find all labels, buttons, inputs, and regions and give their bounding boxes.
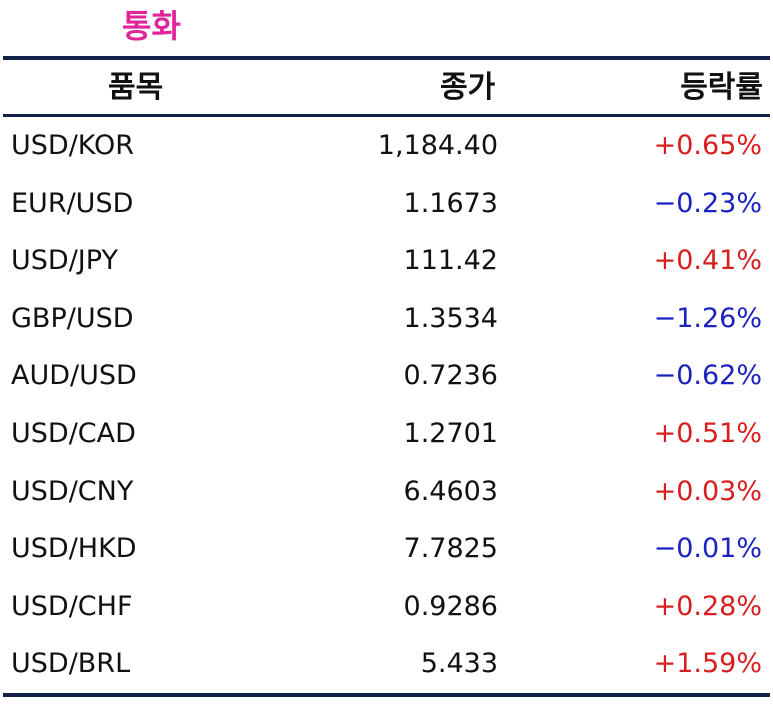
closing-price: 7.7825 bbox=[403, 533, 498, 565]
currency-pair: USD/CHF bbox=[11, 590, 133, 622]
currency-pair: EUR/USD bbox=[11, 187, 134, 219]
table-row: USD/BRL 5.433 +1.59% bbox=[3, 635, 770, 693]
change-rate: +0.65% bbox=[653, 130, 762, 161]
table-row: USD/JPY 111.42 +0.41% bbox=[3, 232, 770, 290]
table-row: USD/CAD 1.2701 +0.51% bbox=[3, 405, 770, 463]
currency-pair: GBP/USD bbox=[11, 302, 134, 334]
closing-price: 6.4603 bbox=[403, 475, 498, 507]
closing-price: 1,184.40 bbox=[377, 130, 498, 161]
table-row: USD/CHF 0.9286 +0.28% bbox=[3, 578, 770, 636]
currency-pair: USD/BRL bbox=[11, 648, 131, 680]
closing-price: 1.1673 bbox=[403, 187, 498, 219]
change-rate: −0.23% bbox=[653, 187, 762, 219]
change-rate: −0.62% bbox=[653, 360, 762, 392]
table-row: USD/CNY 6.4603 +0.03% bbox=[3, 463, 770, 521]
currency-pair: USD/CNY bbox=[11, 475, 134, 507]
currency-pair: USD/KOR bbox=[11, 130, 135, 161]
change-rate: +0.51% bbox=[653, 417, 762, 449]
closing-price: 0.7236 bbox=[403, 360, 498, 392]
change-rate: −1.26% bbox=[653, 302, 762, 334]
currency-pair: USD/HKD bbox=[11, 533, 137, 565]
column-header-change: 등락률 bbox=[680, 70, 763, 105]
table-row: EUR/USD 1.1673 −0.23% bbox=[3, 175, 770, 233]
table-bottom-rule bbox=[3, 693, 770, 697]
table-top-rule bbox=[3, 56, 770, 60]
table-row: USD/HKD 7.7825 −0.01% bbox=[3, 520, 770, 578]
currency-pair: AUD/USD bbox=[11, 360, 137, 392]
page-title: 통화 bbox=[122, 7, 181, 45]
change-rate: +0.28% bbox=[653, 590, 762, 622]
column-header-item: 품목 bbox=[108, 70, 164, 105]
currency-table-body: USD/KOR 1,184.40 +0.65% EUR/USD 1.1673 −… bbox=[3, 117, 770, 693]
change-rate: +0.41% bbox=[653, 245, 762, 277]
table-row: USD/KOR 1,184.40 +0.65% bbox=[3, 117, 770, 175]
closing-price: 1.2701 bbox=[403, 417, 498, 449]
table-row: GBP/USD 1.3534 −1.26% bbox=[3, 290, 770, 348]
currency-pair: USD/CAD bbox=[11, 417, 136, 449]
table-row: AUD/USD 0.7236 −0.62% bbox=[3, 347, 770, 405]
closing-price: 111.42 bbox=[403, 245, 498, 277]
currency-pair: USD/JPY bbox=[11, 245, 118, 277]
closing-price: 5.433 bbox=[420, 648, 498, 680]
header-divider bbox=[3, 114, 770, 117]
column-header-close: 종가 bbox=[440, 70, 496, 105]
change-rate: +0.03% bbox=[653, 475, 762, 507]
closing-price: 0.9286 bbox=[403, 590, 498, 622]
change-rate: −0.01% bbox=[653, 533, 762, 565]
closing-price: 1.3534 bbox=[403, 302, 498, 334]
change-rate: +1.59% bbox=[653, 648, 762, 680]
